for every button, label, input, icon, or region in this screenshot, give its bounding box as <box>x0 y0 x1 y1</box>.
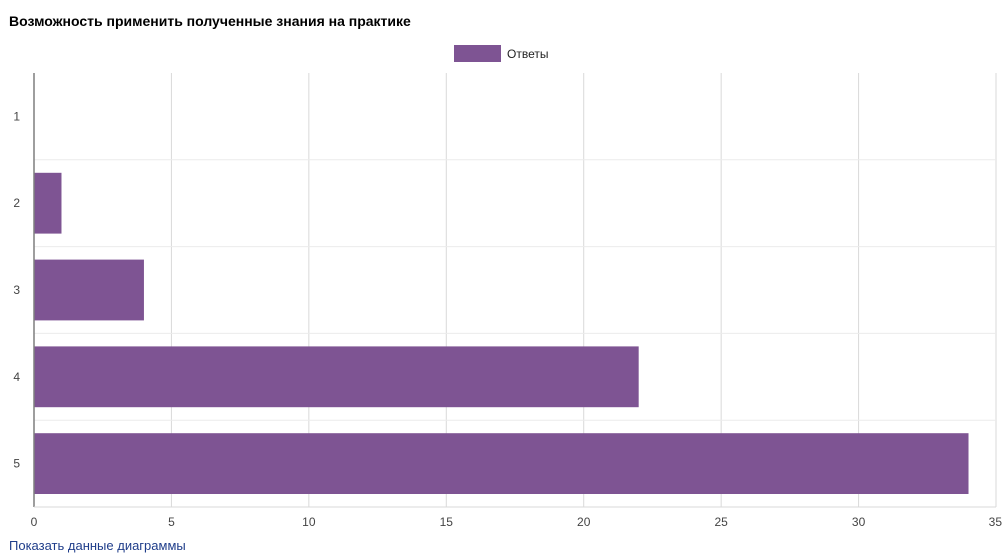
y-tick-label: 5 <box>13 457 20 471</box>
y-tick-label: 3 <box>13 283 20 297</box>
legend: Ответы <box>454 45 548 62</box>
y-tick-label: 4 <box>13 370 20 384</box>
y-tick-label: 1 <box>13 109 20 123</box>
x-tick-label: 20 <box>577 515 591 529</box>
x-tick-label: 15 <box>440 515 454 529</box>
bars-layer <box>34 172 969 494</box>
x-tick-label: 0 <box>31 515 38 529</box>
x-tick-label: 30 <box>852 515 866 529</box>
bar-2[interactable] <box>34 172 62 234</box>
chart-title: Возможность применить полученные знания … <box>9 13 411 29</box>
bar-4[interactable] <box>34 346 639 408</box>
legend-label: Ответы <box>507 47 548 61</box>
show-chart-data-link[interactable]: Показать данные диаграммы <box>9 538 186 553</box>
bar-3[interactable] <box>34 259 144 321</box>
y-tick-label: 2 <box>13 196 20 210</box>
legend-swatch <box>454 45 501 62</box>
x-tick-label: 10 <box>302 515 316 529</box>
x-tick-label: 35 <box>989 515 1003 529</box>
axis-layer: 0 5 10 15 20 25 30 35 1 2 3 4 5 <box>13 73 1002 529</box>
bar-5[interactable] <box>34 433 969 494</box>
x-tick-label: 25 <box>714 515 728 529</box>
x-tick-label: 5 <box>168 515 175 529</box>
